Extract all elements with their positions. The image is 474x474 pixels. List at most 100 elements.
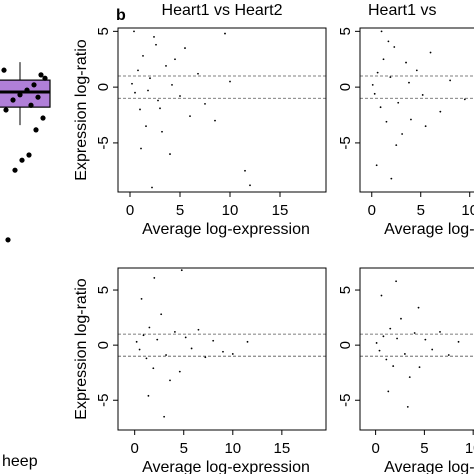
point [38,72,44,78]
point [421,94,424,96]
point [405,61,407,64]
y-tick-label: -5 [337,394,354,407]
x-axis-label: Average log-expression [142,459,310,474]
point [10,97,16,103]
point [382,58,385,61]
point [165,354,167,356]
y-tick-label: 5 [95,27,112,35]
point [184,336,187,339]
point [28,102,34,108]
point [169,153,171,155]
point [180,269,183,272]
point [174,331,176,333]
point [142,334,145,337]
point [145,125,147,128]
point [417,306,420,309]
point [5,237,11,243]
point [424,338,427,341]
x-tick-label: 0 [368,202,376,219]
point [190,347,193,350]
point [163,415,166,418]
x-tick-label: 0 [131,440,139,457]
panel-label: b [116,7,126,24]
x-tick-label: 10 [222,202,239,219]
point [397,101,400,104]
point [134,91,136,94]
point [161,130,163,133]
point [379,106,382,109]
point [160,313,163,316]
x-tick-label: 15 [272,202,289,219]
point [212,339,215,342]
point [178,370,181,373]
point [19,157,25,163]
point [140,147,142,150]
point [246,340,249,343]
point [385,120,388,123]
point [24,87,30,93]
point [3,107,9,113]
point [171,83,173,86]
point [153,277,156,279]
point [33,127,39,133]
point [431,348,434,351]
point [406,405,409,408]
point [159,107,161,110]
point [138,348,141,351]
point [378,349,381,352]
point [449,79,452,82]
point [401,133,404,135]
point [447,354,450,356]
point [375,342,378,344]
point [133,30,135,33]
point [147,89,149,92]
y-tick-label: -5 [95,136,112,149]
y-axis-label: Expression log-ratio [73,278,90,420]
x-tick-label: 10 [224,440,241,457]
point [169,379,171,382]
panel-title: Heart1 vs Heart2 [162,2,283,19]
point [214,119,216,122]
x-tick-label: 10 [465,440,474,457]
point [204,356,207,359]
point [189,115,191,118]
point [439,110,442,113]
point [139,108,141,111]
x-tick-label: 15 [274,440,291,457]
point [395,280,397,283]
point [165,65,167,67]
plot-frame [117,27,327,193]
point [413,332,416,334]
plot-frame [117,267,327,431]
point [145,357,148,360]
point [231,353,234,355]
plot-frame [359,27,474,193]
x-axis-label: Average log-expression [384,221,474,238]
point [35,94,41,100]
point [244,169,246,172]
point [149,77,151,80]
point [131,82,133,85]
point [17,92,23,98]
panel-title: Heart1 vs [368,2,436,19]
y-tick-label: 0 [95,341,112,349]
point [408,81,410,84]
y-tick-label: -5 [95,394,112,407]
point [224,32,226,35]
point [184,47,186,49]
point [31,82,37,88]
x-tick-label: 0 [126,202,134,219]
point [380,294,383,297]
y-axis-label: Expression log-ratio [73,39,90,181]
point [222,350,224,353]
point [382,335,385,338]
point [415,69,418,72]
point [387,390,390,393]
x-tick-label: 5 [176,202,184,219]
point [40,115,46,121]
point [429,51,432,54]
y-tick-label: 5 [337,286,354,294]
point [153,36,155,38]
